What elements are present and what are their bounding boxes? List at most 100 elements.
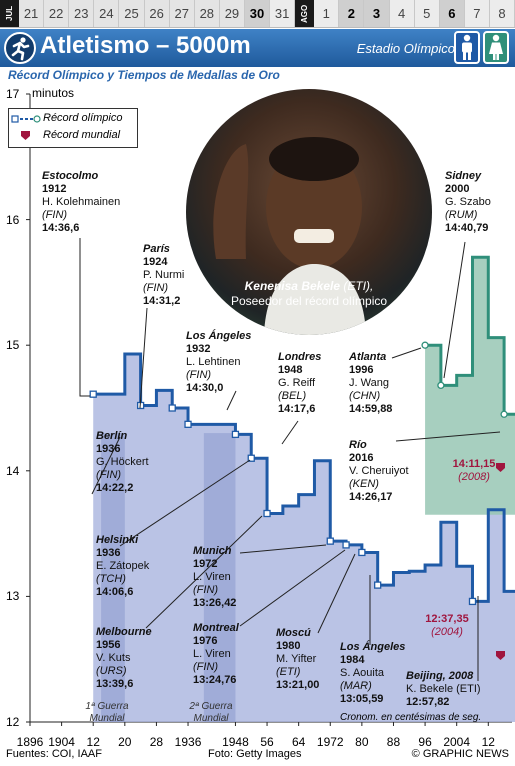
venue-name: Estadio Olímpico	[356, 41, 455, 56]
medal-label: Atlanta 1996 J. Wang (CHN) 14:59,88	[349, 351, 392, 416]
day-cell: 7	[465, 0, 490, 27]
label-leader	[139, 307, 148, 409]
olympic-record-marker	[500, 410, 508, 418]
label-athlete: M. Yifter	[276, 653, 317, 665]
label-athlete: H. Kolehmainen	[42, 196, 121, 208]
label-leader	[119, 459, 251, 547]
label-time: 13:24,76	[193, 674, 237, 686]
olympic-record-marker	[374, 581, 382, 589]
olympic-record-marker	[342, 541, 350, 549]
medal-label: Moscú 1980 M. Yifter (ETI) 13:21,00	[276, 627, 319, 692]
sources: Fuentes: COI, IAAF	[6, 748, 102, 760]
day-cell: 24	[94, 0, 120, 27]
x-tick-label: 96	[418, 735, 432, 749]
label-athlete: V. Cheruiyot	[349, 465, 409, 477]
y-axis-label: minutos	[32, 86, 75, 100]
y-tick-label: 17	[6, 87, 20, 101]
label-year: 1956	[96, 639, 121, 651]
label-time: 14:40,79	[445, 222, 489, 234]
label-place: Helsinki	[96, 534, 139, 546]
world-record-icon	[496, 463, 505, 472]
label-athlete: S. Aouita	[340, 667, 385, 679]
label-country: (KEN)	[349, 478, 379, 490]
x-tick-label: 1936	[174, 735, 202, 749]
x-tick-label: 12	[481, 735, 495, 749]
label-year: 1936	[96, 547, 121, 559]
label-athlete: G. Höckert	[96, 456, 149, 468]
label-athlete: G. Reiff	[278, 377, 316, 389]
world-record-women: 14:11,15 (2008)	[452, 458, 496, 483]
label-place: París	[143, 243, 170, 255]
label-leader	[443, 241, 466, 379]
medal-label: Berlín 1936 G. Höckert (FIN) 14:22,2	[96, 430, 149, 495]
olympic-record-marker	[437, 381, 445, 390]
olympic-record-marker	[184, 420, 192, 428]
label-country: (FIN)	[96, 469, 122, 481]
day-cell: 4	[390, 0, 415, 27]
label-year: 1984	[340, 654, 365, 666]
x-tick-label: 1972	[316, 735, 344, 749]
label-place: Berlín	[96, 430, 128, 442]
label-year: 1912	[42, 183, 67, 195]
x-tick-label: 12	[86, 735, 100, 749]
day-cell: 21	[19, 0, 45, 27]
label-place: Atlanta	[349, 351, 387, 363]
day-cell-highlight: 6	[439, 0, 465, 27]
day-cell: 5	[415, 0, 440, 27]
olympic-record-marker	[468, 597, 477, 606]
medal-label: París 1924 P. Nurmi (FIN) 14:31,2	[143, 243, 184, 308]
x-tick-label: 88	[386, 735, 401, 749]
page-title: Atletismo – 5000m	[40, 32, 251, 59]
label-country: (FIN)	[143, 282, 169, 294]
label-country: (MAR)	[340, 680, 372, 692]
medal-label: Munich 1972 L. Viren (FIN) 13:26,42	[193, 545, 236, 610]
copyright: © GRAPHIC NEWS	[411, 748, 509, 760]
medal-label: Helsinki 1936 E. Zátopek (TCH) 14:06,6	[96, 534, 149, 599]
photo-caption: Kenenisa Bekele (ETI), Poseedor del réco…	[230, 279, 388, 308]
label-country: (FIN)	[42, 209, 68, 221]
label-leader	[239, 544, 327, 554]
x-tick-label: 1904	[48, 735, 75, 749]
war-band-1	[101, 433, 125, 722]
x-tick-label: 28	[149, 735, 164, 749]
olympic-record-marker	[358, 548, 366, 557]
label-leader	[317, 553, 356, 634]
y-tick-label: 13	[6, 589, 20, 604]
legend-olympic: Récord olímpico	[43, 112, 123, 124]
chrono-note: Cronom. en centésimas de seg.	[340, 712, 482, 723]
day-cell: 27	[169, 0, 195, 27]
war-note-1: 1ª Guerra Mundial	[85, 701, 129, 724]
day-cell: 22	[44, 0, 70, 27]
women-area	[425, 257, 515, 515]
label-year: 1976	[193, 635, 218, 647]
date-strip: JUL 21 22 23 24 25 26 27 28 29 30 31 AGO…	[0, 0, 515, 28]
label-country: (CHN)	[349, 390, 381, 402]
label-athlete: J. Wang	[349, 377, 389, 389]
label-country: (URS)	[96, 665, 127, 677]
label-time: 14:06,6	[96, 586, 134, 598]
label-leader	[91, 436, 121, 495]
label-time: 14:36,6	[42, 222, 80, 234]
athlete-photo: Kenenisa Bekele (ETI), Poseedor del réco…	[186, 89, 432, 335]
label-place: Melbourne	[96, 626, 152, 638]
label-place: Londres	[278, 351, 322, 363]
day-cell-highlight: 30	[244, 0, 271, 27]
y-tick-label: 16	[6, 212, 20, 227]
olympic-record-marker	[326, 537, 334, 545]
label-place: Los Ángeles	[186, 330, 252, 342]
label-country: (FIN)	[193, 584, 219, 596]
x-tick-label: 56	[260, 735, 274, 749]
women-icon	[483, 31, 509, 64]
label-leader	[226, 390, 237, 411]
x-tick-label: 80	[355, 735, 369, 749]
medal-label: Melbourne 1956 V. Kuts (URS) 13:39,6	[96, 626, 152, 691]
label-athlete: K. Bekele (ETI)	[406, 683, 481, 695]
label-place: Los Ángeles	[340, 641, 406, 653]
medal-label: Montreal 1976 L. Viren (FIN) 13:24,76	[193, 622, 239, 687]
label-place: Moscú	[276, 627, 311, 639]
day-cell: 1	[314, 0, 340, 27]
x-tick-label: 20	[118, 735, 132, 749]
label-time: 14:26,17	[349, 491, 393, 503]
label-time: 14:22,2	[96, 482, 134, 494]
